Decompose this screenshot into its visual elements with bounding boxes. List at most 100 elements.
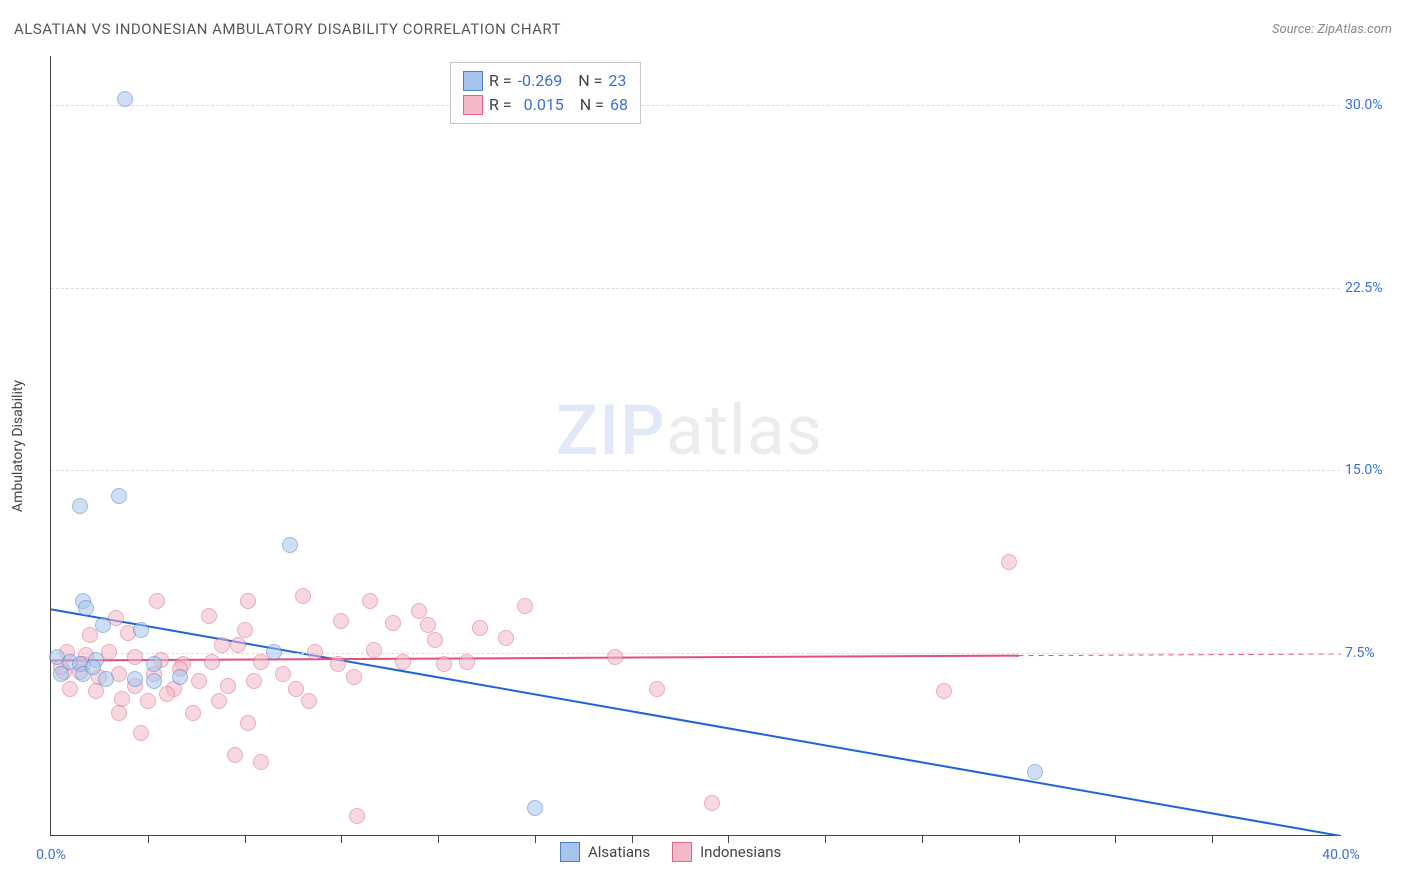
- data-point-indonesians: [204, 654, 220, 670]
- data-point-alsatians: [1027, 764, 1043, 780]
- data-point-alsatians: [527, 800, 543, 816]
- gridline: [51, 470, 1340, 471]
- data-point-indonesians: [301, 693, 317, 709]
- legend-r-indonesians: 0.015: [524, 93, 564, 117]
- x-tick: [148, 835, 149, 843]
- x-tick: [535, 835, 536, 843]
- data-point-indonesians: [362, 593, 378, 609]
- data-point-indonesians: [459, 654, 475, 670]
- data-point-alsatians: [111, 488, 127, 504]
- data-point-indonesians: [295, 588, 311, 604]
- data-point-indonesians: [498, 630, 514, 646]
- data-point-indonesians: [185, 705, 201, 721]
- data-point-indonesians: [191, 673, 207, 689]
- x-tick: [825, 835, 826, 843]
- chart-title: ALSATIAN VS INDONESIAN AMBULATORY DISABI…: [14, 20, 561, 38]
- x-tick: [245, 835, 246, 843]
- data-point-indonesians: [385, 615, 401, 631]
- data-point-indonesians: [237, 622, 253, 638]
- bottom-swatch-indonesians: [672, 842, 692, 862]
- data-point-alsatians: [133, 622, 149, 638]
- data-point-alsatians: [95, 617, 111, 633]
- legend-n-indonesians: 68: [610, 93, 628, 117]
- data-point-indonesians: [333, 613, 349, 629]
- legend-n-label: N =: [580, 93, 604, 117]
- bottom-label-alsatians: Alsatians: [588, 843, 650, 861]
- data-point-indonesians: [133, 725, 149, 741]
- bottom-legend-alsatians: Alsatians: [560, 842, 650, 862]
- data-point-indonesians: [395, 654, 411, 670]
- data-point-indonesians: [307, 644, 323, 660]
- data-point-indonesians: [346, 669, 362, 685]
- legend-row-indonesians: R = 0.015 N = 68: [463, 93, 628, 117]
- data-point-indonesians: [349, 808, 365, 824]
- x-tick-label: 40.0%: [1322, 847, 1360, 863]
- data-point-indonesians: [253, 754, 269, 770]
- scatter-plot: ZIPatlas 7.5%15.0%22.5%30.0%0.0%40.0%: [50, 56, 1340, 836]
- data-point-alsatians: [146, 673, 162, 689]
- data-point-indonesians: [159, 686, 175, 702]
- legend-r-label: R =: [489, 93, 512, 117]
- data-point-indonesians: [366, 642, 382, 658]
- legend-stats-box: R = -0.269 N = 23 R = 0.015 N = 68: [450, 62, 641, 124]
- legend-r-label: R =: [489, 69, 512, 93]
- legend-swatch-indonesians: [463, 95, 483, 115]
- data-point-indonesians: [427, 632, 443, 648]
- y-axis-label: Ambulatory Disability: [10, 380, 26, 512]
- data-point-indonesians: [149, 593, 165, 609]
- data-point-indonesians: [114, 691, 130, 707]
- x-tick: [1115, 835, 1116, 843]
- data-point-indonesians: [62, 681, 78, 697]
- gridline: [51, 105, 1340, 106]
- data-point-alsatians: [98, 671, 114, 687]
- data-point-indonesians: [127, 649, 143, 665]
- data-point-indonesians: [220, 678, 236, 694]
- data-point-indonesians: [517, 598, 533, 614]
- data-point-indonesians: [246, 673, 262, 689]
- data-point-indonesians: [201, 608, 217, 624]
- data-point-alsatians: [72, 498, 88, 514]
- data-point-indonesians: [1001, 554, 1017, 570]
- legend-row-alsatians: R = -0.269 N = 23: [463, 69, 628, 93]
- x-tick: [922, 835, 923, 843]
- data-point-alsatians: [266, 644, 282, 660]
- data-point-indonesians: [211, 693, 227, 709]
- data-point-indonesians: [111, 705, 127, 721]
- data-point-alsatians: [117, 91, 133, 107]
- source-credit: Source: ZipAtlas.com: [1272, 22, 1392, 37]
- y-tick-label: 15.0%: [1345, 462, 1400, 478]
- legend-swatch-alsatians: [463, 71, 483, 91]
- data-point-indonesians: [649, 681, 665, 697]
- data-point-indonesians: [420, 617, 436, 633]
- bottom-swatch-alsatians: [560, 842, 580, 862]
- data-point-indonesians: [330, 656, 346, 672]
- data-point-alsatians: [53, 666, 69, 682]
- trend-line-dashed-indonesians: [1019, 654, 1342, 656]
- y-tick-label: 30.0%: [1345, 97, 1400, 113]
- data-point-indonesians: [240, 593, 256, 609]
- x-tick: [438, 835, 439, 843]
- x-tick: [1019, 835, 1020, 843]
- data-point-indonesians: [288, 681, 304, 697]
- data-point-indonesians: [607, 649, 623, 665]
- bottom-legend: Alsatians Indonesians: [560, 842, 781, 862]
- data-point-indonesians: [472, 620, 488, 636]
- trend-line-indonesians: [51, 656, 1019, 661]
- legend-n-alsatians: 23: [608, 69, 626, 93]
- data-point-alsatians: [282, 537, 298, 553]
- data-point-indonesians: [275, 666, 291, 682]
- watermark-zip: ZIP: [556, 390, 666, 472]
- data-point-indonesians: [230, 637, 246, 653]
- data-point-indonesians: [411, 603, 427, 619]
- legend-r-alsatians: -0.269: [518, 69, 563, 93]
- bottom-label-indonesians: Indonesians: [700, 843, 781, 861]
- data-point-alsatians: [146, 656, 162, 672]
- watermark-atlas: atlas: [666, 390, 823, 472]
- data-point-indonesians: [227, 747, 243, 763]
- data-point-alsatians: [78, 600, 94, 616]
- data-point-indonesians: [140, 693, 156, 709]
- gridline: [51, 288, 1340, 289]
- y-tick-label: 22.5%: [1345, 280, 1400, 296]
- bottom-legend-indonesians: Indonesians: [672, 842, 781, 862]
- data-point-indonesians: [240, 715, 256, 731]
